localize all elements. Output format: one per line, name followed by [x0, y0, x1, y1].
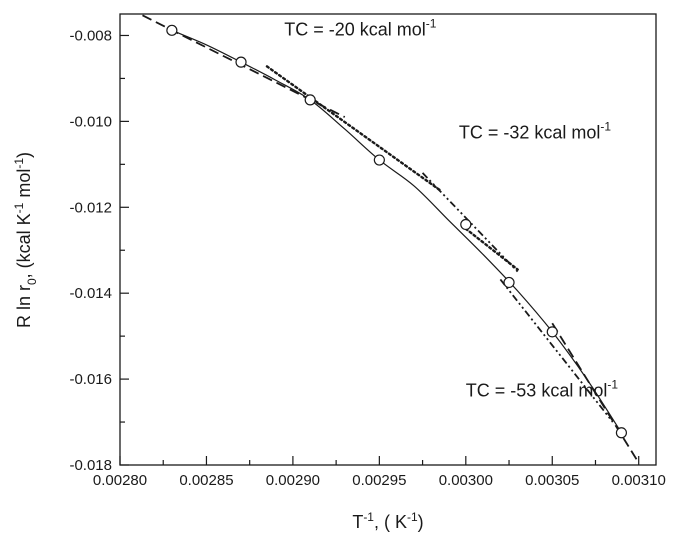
x-tick-label: 0.00280 [93, 472, 147, 489]
y-tick-label: -0.014 [69, 285, 112, 302]
annotations: TC = -20 kcal mol-1 TC = -32 kcal mol-1 TC… [284, 16, 618, 400]
annotation-tc: TC = -53 kcal mol-1 [466, 377, 619, 400]
y-axis: -0.008 -0.010 -0.012 -0.014 -0.016 -0.018 [69, 27, 129, 474]
x-axis: 0.00280 0.00285 0.00290 0.00295 0.00300 0.003… [93, 456, 666, 489]
x-tick-label: 0.00290 [266, 472, 320, 489]
data-points [166, 24, 628, 439]
tangent-line-dash-dot-dot [499, 278, 614, 423]
x-tick-label: 0.00305 [525, 472, 579, 489]
tangent-line-dot [265, 65, 442, 192]
tangent-line-dot [464, 227, 519, 271]
y-tick-label: -0.018 [69, 457, 112, 474]
annotation-tc: TC = -32 kcal mol-1 [459, 120, 612, 143]
data-point [373, 154, 385, 166]
y-tick-label: -0.008 [69, 27, 112, 44]
fit-curve [171, 29, 622, 434]
data-point [166, 24, 178, 36]
y-tick-label: -0.016 [69, 371, 112, 388]
data-point [235, 56, 247, 68]
y-axis-label: R ln r0, (kcal K-1 mol-1) [12, 152, 39, 328]
data-point [615, 427, 628, 439]
data-point [503, 276, 515, 289]
y-tick-label: -0.012 [69, 199, 112, 216]
y-tick-label: -0.010 [69, 113, 112, 130]
data-point [460, 218, 472, 231]
x-tick-label: 0.00295 [352, 472, 406, 489]
annotation-tc: TC = -20 kcal mol-1 [284, 16, 437, 39]
x-axis-label: T-1, ( K-1) [352, 510, 423, 532]
plot-frame [119, 13, 657, 466]
x-tick-label: 0.00300 [439, 472, 493, 489]
data-point [546, 326, 558, 338]
data-point [304, 94, 316, 106]
tangent-line-dash-dot-dot [421, 172, 519, 273]
x-tick-label: 0.00310 [612, 472, 666, 489]
x-tick-label: 0.00285 [179, 472, 233, 489]
